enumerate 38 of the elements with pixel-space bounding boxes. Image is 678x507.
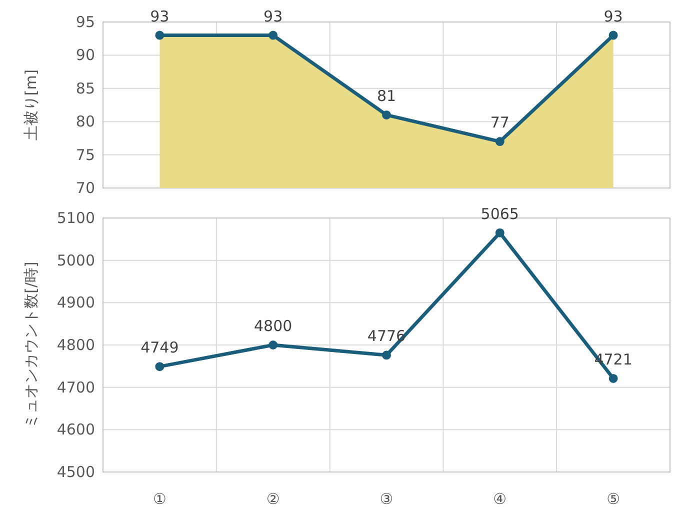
- x-tick-label: ④: [493, 490, 507, 507]
- point: [608, 374, 618, 383]
- x-tick-label: ①: [152, 490, 166, 507]
- point: [268, 340, 278, 350]
- x-tick-label: ②: [266, 490, 280, 507]
- point: [268, 30, 278, 40]
- data-label: 77: [490, 114, 510, 132]
- point: [495, 137, 504, 146]
- y-tick-label: 4900: [56, 294, 95, 312]
- data-label: 4800: [254, 317, 292, 335]
- y-axis-title: 土被り[m]: [22, 69, 40, 141]
- x-tick-label: ③: [380, 490, 394, 507]
- data-label: 4749: [140, 338, 179, 357]
- y-tick-label: 4600: [56, 420, 95, 439]
- point: [608, 30, 618, 40]
- y-tick-label: 4700: [56, 378, 95, 396]
- y-axis-title: ミュオンカウント数[/時]: [22, 262, 40, 428]
- y-tick-label: 70: [76, 179, 95, 197]
- point: [495, 228, 504, 238]
- y-tick-label: 80: [76, 112, 95, 131]
- y-tick-label: 85: [76, 79, 95, 98]
- y-tick-label: 5000: [56, 251, 95, 270]
- point: [155, 362, 164, 372]
- point: [382, 110, 391, 120]
- x-tick-label: ⑤: [606, 490, 620, 507]
- y-tick-label: 75: [76, 146, 95, 164]
- data-label: 93: [604, 7, 623, 26]
- y-tick-label: 4500: [56, 463, 95, 481]
- y-tick-label: 5100: [56, 209, 95, 227]
- y-tick-label: 95: [76, 13, 95, 31]
- point: [382, 350, 391, 360]
- data-label: 93: [264, 7, 283, 26]
- data-label: 5065: [480, 204, 519, 223]
- point: [155, 30, 164, 40]
- data-label: 93: [150, 7, 170, 26]
- y-tick-label: 90: [76, 46, 95, 64]
- data-label: 81: [376, 86, 396, 105]
- y-tick-label: 4800: [56, 336, 95, 354]
